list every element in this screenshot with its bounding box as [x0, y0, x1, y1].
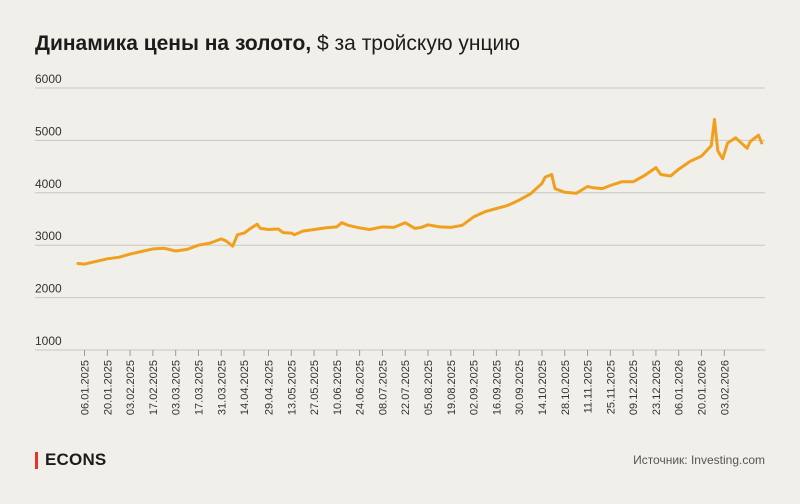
x-tick-label: 03.03.2025: [171, 360, 183, 415]
x-tick-label: 27.05.2025: [309, 360, 321, 415]
x-tick-label: 29.04.2025: [263, 360, 275, 415]
x-tick-label: 17.03.2025: [193, 360, 205, 415]
y-tick-label: 6000: [35, 72, 62, 86]
x-tick-label: 13.05.2025: [286, 360, 298, 415]
y-tick-labels: 1000 2000 3000 4000 5000 6000: [35, 72, 62, 348]
grid-lines: [35, 87, 765, 351]
x-tick-label: 30.09.2025: [514, 360, 526, 415]
x-tick-label: 14.04.2025: [239, 360, 251, 415]
econs-logo: ECONS: [35, 450, 106, 470]
chart-title-bold: Динамика цены на золото,: [35, 32, 312, 55]
x-tick-label: 22.07.2025: [400, 360, 412, 415]
x-tick-label: 08.07.2025: [377, 360, 389, 415]
x-tick-label: 20.01.2026: [697, 360, 709, 415]
chart-title-unit: $ за тройскую унцию: [311, 32, 521, 55]
source-note: Источник: Investing.com: [633, 453, 765, 467]
x-tick-label: 19.08.2025: [446, 360, 458, 415]
x-tick-label: 09.12.2025: [628, 360, 640, 415]
x-tick-label: 10.06.2025: [332, 360, 344, 415]
x-tick-label: 06.01.2026: [674, 360, 686, 415]
x-tick-label: 14.10.2025: [537, 360, 549, 415]
y-tick-label: 3000: [35, 229, 62, 243]
x-tick-label: 03.02.2026: [719, 360, 731, 415]
x-tick-label: 20.01.2025: [102, 360, 114, 415]
x-tick-label: 25.11.2025: [605, 360, 617, 414]
y-tick-label: 4000: [35, 177, 62, 191]
x-tick-label: 03.02.2025: [125, 360, 137, 415]
x-tick-label: 11.11.2025: [583, 360, 595, 413]
y-tick-label: 5000: [35, 124, 62, 138]
chart-title: Динамика цены на золото, $ за тройскую у…: [35, 32, 520, 56]
x-tick-label: 28.10.2025: [560, 360, 572, 415]
x-tick-label: 24.06.2025: [355, 360, 367, 415]
logo-text: ECONS: [45, 450, 107, 469]
x-tick-label: 16.09.2025: [491, 360, 503, 415]
y-tick-label: 2000: [35, 282, 62, 296]
x-tick-label: 06.01.2025: [80, 360, 92, 415]
x-tick-label: 05.08.2025: [423, 360, 435, 415]
x-tick-label: 23.12.2025: [651, 360, 663, 415]
gold-price-line: [76, 117, 764, 266]
x-tick-labels: 06.01.2025 20.01.2025 03.02.2025 17.02.2025…: [80, 350, 731, 415]
logo-accent-bar: [35, 451, 38, 469]
x-tick-label: 31.03.2025: [216, 360, 228, 415]
series-layer: [76, 117, 764, 266]
y-tick-label: 1000: [35, 334, 62, 348]
x-tick-label: 17.02.2025: [148, 360, 160, 415]
x-tick-label: 02.09.2025: [469, 360, 481, 415]
